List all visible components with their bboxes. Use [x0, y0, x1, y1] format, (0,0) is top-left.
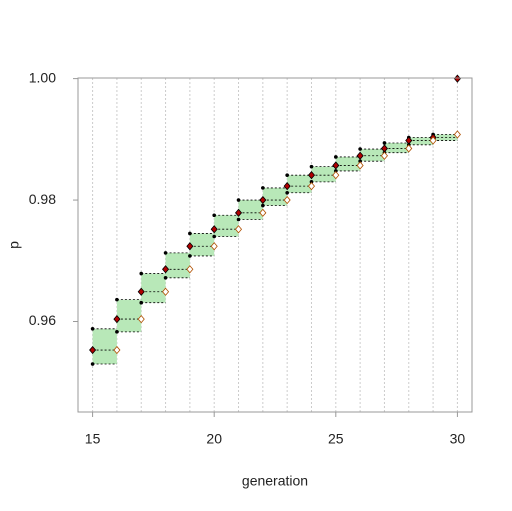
point — [283, 181, 291, 191]
x-tick-label: 25 — [328, 431, 344, 447]
point — [309, 180, 314, 184]
point — [89, 345, 97, 355]
y-tick-label: 1.00 — [29, 69, 56, 85]
point — [139, 300, 144, 305]
point — [188, 254, 192, 258]
interval-box — [141, 273, 166, 303]
point — [334, 169, 338, 173]
point — [115, 297, 119, 302]
point — [382, 141, 387, 145]
interval-box — [384, 142, 409, 153]
point — [259, 195, 267, 205]
point — [309, 164, 314, 169]
point — [137, 314, 145, 324]
point — [234, 208, 243, 217]
x-axis-label: generation — [242, 473, 308, 489]
interval-box — [262, 187, 288, 206]
point — [285, 190, 289, 195]
point — [115, 330, 119, 334]
point — [307, 171, 316, 180]
point — [259, 208, 267, 217]
interval-box — [335, 156, 361, 171]
point — [90, 327, 95, 331]
interval-box — [92, 328, 117, 365]
interval-box — [408, 137, 434, 145]
point — [163, 275, 168, 280]
point — [186, 265, 194, 274]
point — [453, 74, 461, 83]
y-axis-label: p — [6, 241, 22, 249]
point — [139, 271, 144, 276]
point — [162, 265, 170, 274]
point — [358, 159, 362, 163]
x-tick-label: 20 — [206, 431, 222, 447]
point — [261, 186, 265, 190]
point — [210, 242, 218, 251]
y-tick-label: 0.98 — [29, 191, 56, 207]
interval-box — [360, 149, 385, 162]
point — [285, 173, 289, 177]
x-tick-label: 15 — [85, 431, 101, 447]
point — [163, 251, 168, 255]
interval-box — [287, 175, 312, 193]
point — [283, 195, 291, 205]
point — [307, 181, 316, 191]
x-tick-label: 30 — [450, 431, 466, 447]
point — [186, 242, 194, 251]
point — [162, 287, 170, 296]
point — [332, 161, 340, 170]
point — [261, 203, 265, 208]
point — [210, 225, 218, 234]
interval-box — [189, 233, 215, 256]
point — [90, 362, 95, 366]
point — [453, 130, 461, 139]
point — [429, 136, 437, 145]
point — [113, 345, 121, 355]
point — [234, 225, 243, 234]
point — [236, 198, 241, 202]
interval-box — [214, 215, 239, 237]
y-tick-label: 0.96 — [29, 312, 56, 328]
interval-box — [311, 166, 336, 182]
point — [405, 144, 413, 153]
interval-box — [116, 299, 142, 332]
plot-frame — [77, 77, 473, 413]
point — [334, 155, 338, 159]
point — [236, 217, 241, 222]
point — [380, 151, 388, 160]
interval-box — [165, 252, 190, 278]
point — [212, 213, 216, 218]
point — [358, 147, 362, 151]
interval-box — [238, 200, 263, 220]
point — [188, 231, 192, 236]
point — [113, 314, 121, 324]
point — [212, 234, 216, 239]
point — [137, 287, 145, 296]
point — [332, 171, 340, 180]
point — [356, 151, 364, 160]
point — [356, 161, 364, 170]
